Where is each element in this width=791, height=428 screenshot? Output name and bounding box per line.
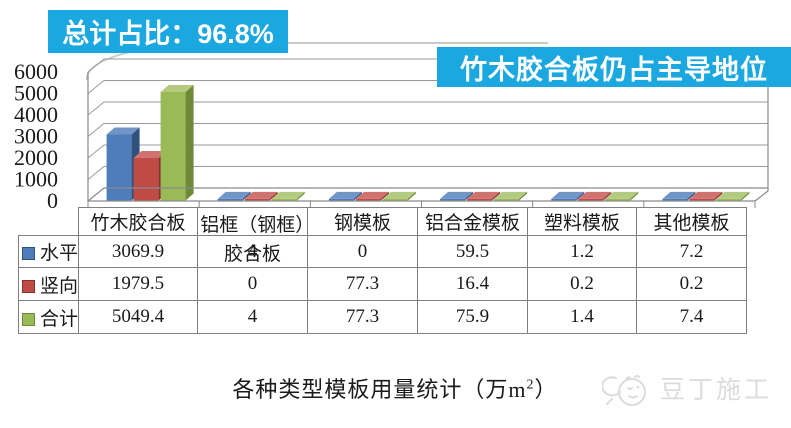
table-value-cell: 7.4 [636,300,748,334]
bar-水平-cat1 [217,191,251,201]
table-value-cell: 0.2 [636,267,748,301]
bar-水平-cat4 [551,191,585,201]
watermark: 豆丁施工 [602,366,772,410]
bar-合计-cat5 [716,191,750,201]
table-value-cell: 3069.9 [78,235,199,268]
legend-cell-水平: 水平 [17,235,80,268]
legend-cell-合计: 合计 [17,300,80,334]
bar-竖向-cat1 [244,191,278,201]
gridline [87,101,768,116]
table-header-cell: 其他模板 [636,207,748,236]
y-axis-tick-label: 3000 [14,124,58,149]
y-axis-tick-label: 1000 [14,167,58,192]
table-header-cell: 钢模板 [307,207,419,236]
table-value-cell: 59.5 [417,235,529,268]
table-value-cell: 77.3 [307,300,419,334]
y-axis-tick-label: 5000 [14,81,58,106]
legend-swatch [22,247,35,260]
bar-水平-cat2 [328,191,362,201]
table-value-cell: 0.2 [527,267,638,301]
table-value-cell: 75.9 [417,300,529,334]
bar-竖向-cat5 [689,191,723,201]
bar-水平-cat0 [106,127,140,201]
bar-水平-cat3 [440,191,474,201]
caption-close-paren: ） [534,377,558,402]
legend-swatch [22,312,35,326]
table-value-cell: 5049.4 [78,300,199,334]
caption-text: 各种类型模板用量统计（万m [232,377,527,402]
chart-data-table: 竹木胶合板 铝框（钢框）胶合板 钢模板 铝合金模板 塑料模板 其他模板 水平 3069.9 4 0… [17,207,748,334]
y-axis-tick-label: 0 [47,188,58,213]
total-share-text: 总计占比：96.8% [62,19,274,49]
table-value-cell: 4 [197,300,309,334]
table-value-cell: 1.2 [527,235,638,268]
table-header-cell: 铝合金模板 [417,207,529,236]
legend-cell-竖向: 竖向 [17,267,80,301]
data-table: 竹木胶合板 铝框（钢框）胶合板 钢模板 铝合金模板 塑料模板 其他模板 水平 3069.9 4 0… [17,207,748,334]
caption-superscript: 2 [526,377,535,393]
table-value-cell: 0 [197,267,309,301]
table-header-cell: 塑料模板 [527,207,638,236]
gridline [87,166,768,180]
table-header-cell: 铝框（钢框）胶合板 [197,207,309,265]
table-value-cell: 7.2 [636,235,748,268]
bar-合计-cat2 [382,191,416,201]
table-value-cell: 1979.5 [78,267,199,301]
headline-banner: 竹木胶合板仍占主导地位 [437,47,791,87]
chart-caption: 各种类型模板用量统计（万m2） [100,372,690,404]
gridline [87,123,768,137]
watermark-text: 豆丁施工 [660,376,773,404]
y-axis-tick-label: 2000 [14,145,58,170]
table-value-cell: 16.4 [417,267,529,301]
table-value-cell: 4 [197,235,309,268]
table-value-cell: 77.3 [307,267,419,301]
bar-合计-cat1 [271,191,305,201]
table-corner-empty [19,208,79,236]
bar-合计-cat0 [160,84,194,201]
legend-swatch [22,279,35,293]
bar-合计-cat4 [605,191,639,201]
total-share-badge: 总计占比：96.8% [48,10,288,53]
y-axis-tick-label: 4000 [14,102,58,127]
bar-竖向-cat3 [467,191,501,201]
bar-竖向-cat4 [578,191,612,201]
table-value-cell: 0 [307,235,419,268]
bar-竖向-cat2 [355,191,389,201]
table-value-cell: 1.4 [527,300,638,334]
doudin-logo-icon [602,375,646,406]
y-axis-tick-label: 6000 [14,59,58,84]
gridline [87,144,768,159]
table-header-cell: 竹木胶合板 [78,207,199,236]
bar-合计-cat3 [494,191,528,201]
bar-水平-cat5 [662,191,696,201]
headline-text: 竹木胶合板仍占主导地位 [460,54,768,85]
